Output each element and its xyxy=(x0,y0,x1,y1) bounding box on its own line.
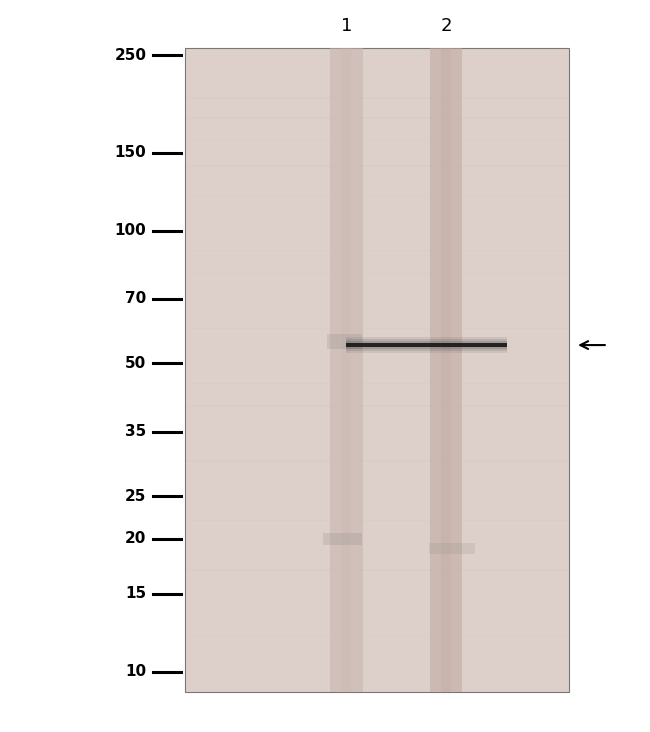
Text: 100: 100 xyxy=(114,223,146,238)
Text: 1: 1 xyxy=(341,17,352,34)
Text: 2: 2 xyxy=(440,17,452,34)
Text: 25: 25 xyxy=(125,488,146,504)
Text: 10: 10 xyxy=(125,664,146,679)
Text: 15: 15 xyxy=(125,586,146,602)
Text: 70: 70 xyxy=(125,291,146,307)
Text: 20: 20 xyxy=(125,531,146,546)
Text: 150: 150 xyxy=(114,146,146,160)
Text: 250: 250 xyxy=(114,48,146,63)
Text: 35: 35 xyxy=(125,424,146,439)
Text: 50: 50 xyxy=(125,356,146,371)
